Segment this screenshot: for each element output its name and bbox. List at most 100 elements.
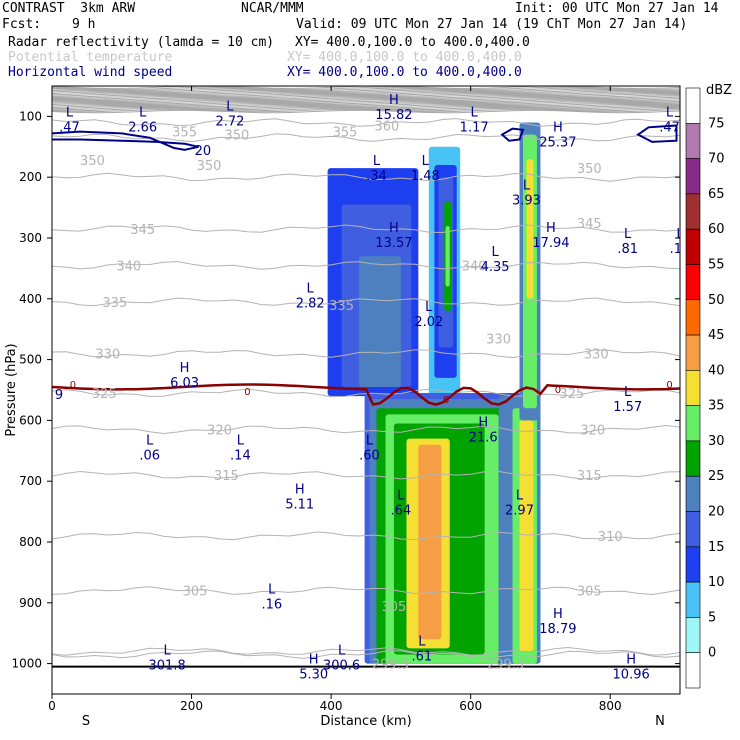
wind-extremum-value: 1.57 [613, 400, 642, 415]
theta-contour [52, 118, 680, 127]
wind-extremum-value: 2.82 [296, 297, 325, 312]
colorbar-bin [685, 511, 701, 548]
theta-label: 310 [598, 530, 623, 545]
wind-extremum-value: 15.82 [375, 108, 412, 123]
colorbar-bin [685, 617, 701, 654]
colorbar: 0 5 10 15 20 25 30 35 40 45 50 55 60 65 70 75 dBZ [685, 83, 732, 689]
theta-label: 299.3 [487, 658, 524, 673]
colorbar-bin [685, 264, 701, 301]
x-tick-label: 200 [180, 699, 203, 713]
colorbar-bin [685, 158, 701, 195]
field-name-reflectivity: Radar reflectivity (lamda = 10 cm) [8, 35, 275, 50]
colorbar-bin [685, 440, 701, 477]
y-tick-label: 1000 [11, 657, 42, 671]
reflectivity-cell [519, 420, 534, 652]
field-xy-theta: XY= 400.0,100.0 to 400.0,400.0 [287, 50, 522, 65]
wind-extremum-type: L [516, 488, 524, 503]
wind-extremum-value: 5.11 [285, 497, 314, 512]
wind-extremum-type: L [523, 178, 531, 193]
wind-extremum-value: .34 [366, 169, 387, 184]
wind-extremum-value: 5.30 [299, 668, 328, 683]
wind-extremum-type: L [66, 105, 74, 120]
wind-extremum-type: L [307, 282, 315, 297]
theta-label: 350 [224, 129, 249, 144]
wind-extremum-value: .10 [670, 242, 691, 257]
colorbar-bin [685, 652, 701, 689]
theta-contour [52, 646, 680, 656]
wind-extremum-value: 13.57 [375, 236, 412, 251]
colorbar-level-label: 65 [708, 187, 725, 202]
colorbar-bin [685, 299, 701, 336]
wind-extremum-type: H [626, 653, 636, 668]
field-xy-reflectivity: XY= 400.0,100.0 to 400.0,400.0 [295, 35, 530, 50]
wind-extremum-type: L [164, 643, 172, 658]
wind-extremum-value: 1.17 [460, 120, 489, 135]
wind-contour-right [636, 124, 678, 143]
theta-label: 315 [577, 469, 602, 484]
wind-extremum-value: .61 [411, 649, 432, 664]
wind-extremum-type: H [546, 221, 556, 236]
colorbar-level-label: 15 [708, 540, 725, 555]
theta-contour [52, 586, 680, 596]
freezing-level-line [52, 383, 680, 406]
wind-extremum-type: H [553, 121, 563, 136]
theta-contour-upper [52, 89, 680, 93]
center-name: NCAR/MMM [241, 1, 304, 16]
freezing-level-label: 0 [555, 385, 561, 396]
y-tick-label: 400 [19, 292, 42, 306]
wind-extremum-value: 17.94 [532, 236, 569, 251]
wind-extremum-value: 2.02 [414, 315, 443, 330]
colorbar-level-label: 50 [708, 293, 725, 308]
freezing-level-label: 0 [70, 380, 76, 391]
wind-extremum-value: 10.96 [613, 668, 650, 683]
theta-contour-upper [52, 102, 680, 106]
colorbar-level-label: 60 [708, 222, 725, 237]
x-tick-label: 0 [48, 699, 56, 713]
theta-contour [52, 261, 680, 270]
colorbar-bin [685, 228, 701, 265]
wind-extremum-type: L [624, 227, 632, 242]
wind-extremum-type: L [422, 154, 430, 169]
wind-extremum-value: .16 [261, 598, 282, 613]
wind-extremum-type: H [389, 221, 399, 236]
wind-extremum-value: 25.37 [539, 136, 576, 151]
field-name-theta: Potential temperature [8, 50, 173, 65]
wind-extremum-type: H [553, 607, 563, 622]
y-axis-label: Pressure (hPa) [4, 343, 19, 436]
theta-contour [52, 531, 680, 541]
theta-label: 360 [375, 120, 400, 135]
plot-frame [51, 85, 681, 695]
wind-extremum-value: 2.72 [215, 114, 244, 129]
wind-extremum-type: L [373, 154, 381, 169]
wind-extremum-type: L [338, 643, 346, 658]
reflectivity-cell [526, 158, 534, 299]
colorbar-level-label: 35 [708, 399, 725, 414]
colorbar-level-label: 55 [708, 257, 725, 272]
y-tick-label: 900 [19, 596, 42, 610]
wind-extremum-value: .64 [391, 503, 412, 518]
theta-contour-upper [52, 100, 680, 104]
theta-label: 350 [577, 162, 602, 177]
theta-contour-upper [52, 87, 680, 91]
x-axis-label: Distance (km) [320, 714, 411, 729]
theta-label: 335 [329, 299, 354, 314]
reflectivity-cell [418, 444, 442, 640]
colorbar-unit: dBZ [706, 83, 732, 98]
theta-label: 320 [580, 424, 605, 439]
wind-extremum-value: 3.93 [512, 193, 541, 208]
colorbar-bin [685, 334, 701, 371]
wind-contour-label: 20 [195, 144, 212, 159]
theta-contour-upper [52, 102, 680, 107]
wind-extremum-value: 18.79 [539, 622, 576, 637]
theta-contour-upper [52, 86, 680, 90]
wind-extremum-value: 300.6 [323, 658, 360, 673]
colorbar-level-label: 5 [708, 610, 716, 625]
theta-contour-upper [52, 90, 680, 94]
valid-time: Valid: 09 UTC Mon 27 Jan 14 (19 ChT Mon … [296, 17, 688, 32]
colorbar-bin [685, 87, 701, 124]
theta-label: 320 [207, 424, 232, 439]
reflectivity-cell [359, 256, 401, 387]
colorbar-level-label: 25 [708, 469, 725, 484]
